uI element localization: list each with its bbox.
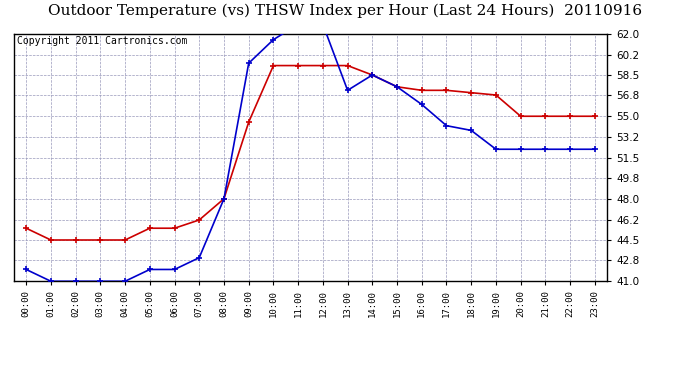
Text: Copyright 2011 Cartronics.com: Copyright 2011 Cartronics.com: [17, 36, 187, 46]
Text: Outdoor Temperature (vs) THSW Index per Hour (Last 24 Hours)  20110916: Outdoor Temperature (vs) THSW Index per …: [48, 4, 642, 18]
